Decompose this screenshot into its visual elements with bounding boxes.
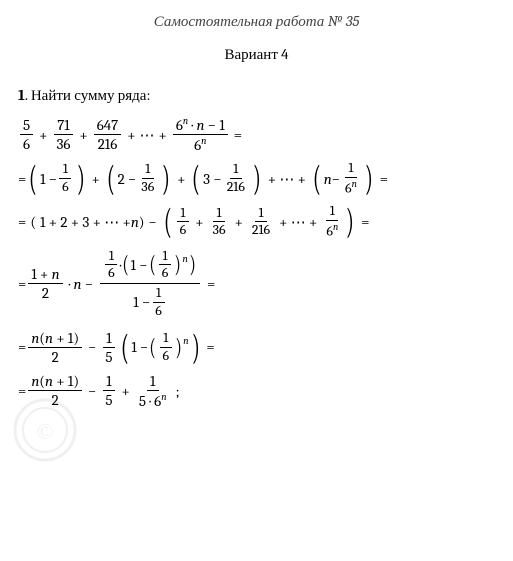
fraction: 6n · n − 1 6n	[173, 115, 228, 154]
fraction: 7136	[53, 116, 73, 153]
complex-fraction: 16 · (1 − (16)n ) 1 − 16	[100, 247, 200, 321]
svg-text:©: ©	[37, 419, 54, 444]
variant-label: Вариант 4	[18, 45, 495, 64]
math-line-1: 56 + 7136 + 647216 + ⋯ + 6n · n − 1 6n =	[18, 115, 495, 154]
problem-number: 1	[18, 86, 25, 104]
problem-prompt: Найти сумму ряда:	[31, 86, 151, 104]
problem-statement: 1. Найти сумму ряда:	[18, 86, 495, 105]
math-line-5: = n(n + 1)2 − 15 (1 − (16)n ) =	[18, 329, 495, 366]
fraction: 647216	[94, 116, 121, 153]
math-line-2: = (1 − 16 ) + (2 − 136 ) + (3 − 1216 ) +…	[18, 160, 495, 197]
math-line-4: = 1 + n2 · n − 16 · (1 − (16)n ) 1 − 16 …	[18, 247, 495, 321]
math-line-3: = (1 + 2 + 3 + ⋯ + n) − ( 16 + 136 + 121…	[18, 203, 495, 240]
worksheet-title: Самостоятельная работа № 35	[18, 12, 495, 31]
math-line-6: = n(n + 1)2 − 15 + 15 · 6n ;	[18, 372, 495, 410]
fraction: 56	[20, 116, 33, 153]
